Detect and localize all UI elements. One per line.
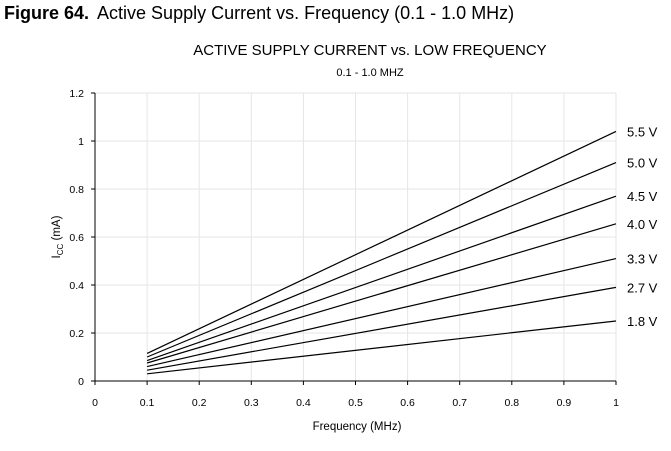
series-line: [147, 320, 617, 375]
axes: [91, 92, 617, 385]
series-label: 4.0 V: [627, 217, 658, 232]
figure-caption: Figure 64. Active Supply Current vs. Freq…: [4, 3, 514, 24]
y-tick-label: 0.8: [69, 184, 84, 196]
y-tick-label: 0.4: [69, 280, 84, 292]
series-label: 2.7 V: [627, 280, 658, 295]
figure-caption-text: Active Supply Current vs. Frequency (0.1…: [97, 3, 515, 23]
x-tick-label: 0.3: [244, 397, 259, 409]
chart-subtitle: 0.1 - 1.0 MHZ: [336, 67, 404, 79]
figure-number: Figure 64.: [4, 3, 90, 23]
y-axis-label: ICC (mA): [51, 215, 65, 258]
x-tick-label: 0.4: [296, 397, 311, 409]
y-axis-label-rest: (mA): [51, 215, 63, 243]
series-label: 5.5 V: [627, 124, 658, 139]
series-lines: [146, 130, 617, 375]
series-label: 1.8 V: [627, 314, 658, 329]
x-tick-label: 0.8: [504, 397, 519, 409]
y-axis-label-main: I: [51, 255, 63, 258]
y-tick-label: 0.6: [69, 232, 84, 244]
x-tick-label: 0.2: [192, 397, 207, 409]
x-axis-label: Frequency (MHz): [313, 421, 402, 433]
y-tick-label: 0: [78, 376, 84, 388]
x-tick-label: 1: [613, 397, 619, 409]
series-line: [146, 162, 617, 358]
x-tick-label: 0.9: [557, 397, 572, 409]
x-tick-label: 0.7: [452, 397, 467, 409]
series-labels: 5.5 V 5.0 V 4.5 V 4.0 V 3.3 V 2.7 V 1.8 V: [627, 124, 658, 329]
series-label: 3.3 V: [627, 252, 658, 267]
series-label: 4.5 V: [627, 189, 658, 204]
x-tick-label: 0.5: [348, 397, 363, 409]
series-line: [146, 286, 617, 371]
y-tick-label: 1: [78, 136, 84, 148]
tick-labels: 0 0.1 0.2 0.3 0.4 0.5 0.6 0.7 0.8 0.9 1 0 0.2 0.4 0.6 0…: [69, 88, 619, 409]
x-tick-label: 0: [92, 397, 98, 409]
x-tick-label: 0.6: [400, 397, 415, 409]
y-tick-label: 1.2: [69, 88, 84, 100]
series-line: [146, 195, 617, 362]
y-tick-label: 0.2: [69, 328, 84, 340]
chart-title: ACTIVE SUPPLY CURRENT vs. LOW FREQUENCY: [193, 42, 546, 59]
y-axis-label-sub: CC: [56, 243, 65, 255]
series-line: [146, 258, 617, 368]
grid: [95, 92, 617, 381]
series-line: [146, 223, 617, 364]
series-label: 5.0 V: [627, 156, 658, 171]
series-line: [146, 130, 617, 354]
x-tick-label: 0.1: [140, 397, 155, 409]
